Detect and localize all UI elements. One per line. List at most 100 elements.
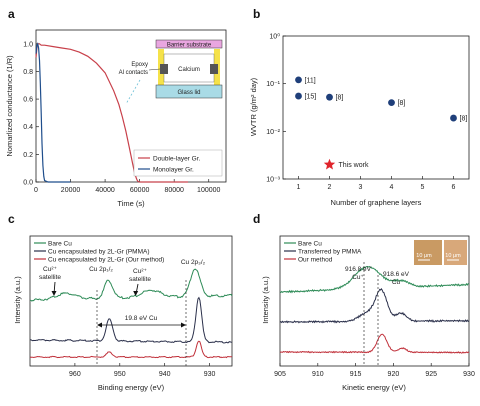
d-xtick-label-2: 915 <box>350 371 362 378</box>
b-point-label-1: [15] <box>305 94 317 101</box>
panel-c-chart: 960 950 940 930 19.8 eV Cu Cu²⁺ satellite C… <box>13 235 233 392</box>
c-sat1-line1: Cu²⁺ <box>43 266 57 273</box>
panel-b-frame <box>282 35 470 180</box>
b-ytick-label-3: 10⁰ <box>269 33 280 41</box>
a-xtick-label-3: 60000 <box>130 187 150 194</box>
a-xtick-label-5: 100000 <box>197 187 220 194</box>
b-point-3 <box>388 99 395 107</box>
c-sat2-arrowhead <box>133 291 139 296</box>
b-point-1 <box>295 92 302 100</box>
a-series-line-1 <box>35 42 71 183</box>
c-series-line-2 <box>29 340 233 359</box>
panel-a-inset: Barrier substrate Calcium Glass lid Epox… <box>119 39 223 105</box>
c-xtick-label-2: 940 <box>159 371 171 378</box>
c-arrow-left <box>97 322 102 328</box>
c-xtick-label-1: 950 <box>114 371 126 378</box>
panel-d-frame <box>279 235 470 367</box>
b-point-4 <box>450 114 457 122</box>
a-ytick-label-4: 0.8 <box>23 69 33 76</box>
a-xtick-label-2: 40000 <box>95 187 115 194</box>
d-xtick-label-4: 925 <box>425 371 437 378</box>
c-sat1-line2: satellite <box>39 274 61 281</box>
panel-a-xlabel: Time (s) <box>117 199 145 208</box>
b-xtick-label-2: 3 <box>359 184 363 191</box>
panel-b-ylabel: WVTR (g/m² day) <box>249 77 258 136</box>
b-point-label-4: [8] <box>460 116 468 123</box>
d-series-line-1 <box>279 288 470 324</box>
barrier-label: Barrier substrate <box>167 43 212 49</box>
a-ytick-label-5: 1.0 <box>23 41 33 48</box>
b-xtick-label-3: 4 <box>390 184 394 191</box>
d-series-line-0 <box>279 265 470 294</box>
b-point-label-2: [8] <box>336 95 344 102</box>
panel-a-legend: Double-layer Gr. Monolayer Gr. <box>133 149 223 177</box>
d-legend-ours: Our method <box>298 257 333 264</box>
c-split-label: 19.8 eV Cu <box>125 315 158 322</box>
panel-d-xlabel: Kinetic energy (eV) <box>342 383 406 392</box>
b-point-label-0: [11] <box>305 77 316 84</box>
legend-double: Double-layer Gr. <box>153 156 201 163</box>
c-sat2-line1: Cu²⁺ <box>133 268 147 275</box>
c-series-line-1 <box>29 296 233 344</box>
d-xtick-label-0: 905 <box>274 371 286 378</box>
c-p12-label: Cu 2p₁/₂ <box>89 266 113 273</box>
d-xtick-label-1: 910 <box>312 371 324 378</box>
panel-d-letter: d <box>253 212 260 226</box>
b-ytick-label-1: 10⁻² <box>266 129 280 136</box>
panel-c-frame <box>29 235 233 367</box>
panel-a-ylabel: Nomarlized conductance (1/R) <box>5 55 14 157</box>
c-series-line-0 <box>29 268 233 302</box>
glass-lid <box>155 84 223 99</box>
b-xtick-label-0: 1 <box>297 184 301 191</box>
panel-a-letter: a <box>8 7 15 21</box>
a-xtick-label-0: 0 <box>34 187 38 194</box>
a-ytick-label-0: 0.0 <box>23 180 33 187</box>
b-ytick-label-0: 10⁻³ <box>266 177 280 184</box>
a-xtick-label-1: 20000 <box>61 187 81 194</box>
c-legend-pmma: Cu encapsulated by 2L-Gr (PMMA) <box>48 249 150 256</box>
d-legend-bare: Bare Cu <box>298 241 322 248</box>
c-legend-bare: Bare Cu <box>48 241 72 248</box>
calcium-layer <box>163 53 215 83</box>
panel-c-xlabel: Binding energy (eV) <box>98 383 165 392</box>
panel-b-xlabel: Number of graphene layers <box>331 198 422 207</box>
c-sat2-line2: satellite <box>129 276 151 283</box>
panel-d-legend: Bare Cu Transferred by PMMA Our method <box>284 241 362 264</box>
panel-a-frame <box>35 29 227 183</box>
c-xtick-label-0: 960 <box>69 371 81 378</box>
callout-line <box>148 68 161 71</box>
d-xtick-label-3: 920 <box>388 371 400 378</box>
c-legend-ours: Cu encapsulated by 2L-Gr (Our method) <box>48 257 164 264</box>
d-xtick-label-5: 930 <box>463 371 475 378</box>
panel-d-ylabel: Intensity (a.u.) <box>261 276 270 324</box>
c-p32-label: Cu 2p₃/₂ <box>181 259 206 266</box>
calcium-label: Calcium <box>178 67 200 73</box>
panel-c-legend: Bare Cu Cu encapsulated by 2L-Gr (PMMA) … <box>34 241 164 264</box>
panel-d-chart: 905 910 915 920 925 930 916.8 eV Cu⁺ 918.6 eV… <box>261 235 475 392</box>
c-arrow-right <box>181 322 186 328</box>
micrograph-2 <box>444 240 467 265</box>
barrier-layer <box>155 39 223 49</box>
b-this-work-star <box>323 158 336 170</box>
c-sat1-arrowhead <box>51 291 57 296</box>
a-series-line-0 <box>35 43 188 183</box>
legend-mono: Monolayer Gr. <box>153 167 194 174</box>
panel-b-chart: 1 2 3 4 5 6 10⁻³ 10⁻² 10⁻¹ 10⁰ [11] [15] [8] [8] [8] T… <box>249 33 470 207</box>
d-legend-pmma: Transferred by PMMA <box>298 249 362 256</box>
callout-dash <box>125 79 141 105</box>
b-ytick-label-2: 10⁻¹ <box>266 81 280 88</box>
epoxy-callout: Epoxy <box>131 62 148 68</box>
d-cu1-line1: 916.8 eV <box>345 266 372 273</box>
b-point-2 <box>326 93 333 101</box>
b-this-work-label: This work <box>339 162 369 169</box>
a-ytick-label-2: 0.4 <box>23 124 33 131</box>
a-ytick-label-1: 0.2 <box>23 152 33 159</box>
a-ytick-label-3: 0.6 <box>23 97 33 104</box>
contact-right <box>210 64 218 74</box>
panel-a-chart: 0 20000 40000 60000 80000 100000 0.0 0.2 0.4 0.6 0… <box>5 29 227 208</box>
contact-left <box>160 64 168 74</box>
contacts-callout: Al contacts <box>119 70 148 76</box>
b-point-0 <box>295 76 302 84</box>
d-cu1-line2: Cu⁺ <box>352 274 364 281</box>
